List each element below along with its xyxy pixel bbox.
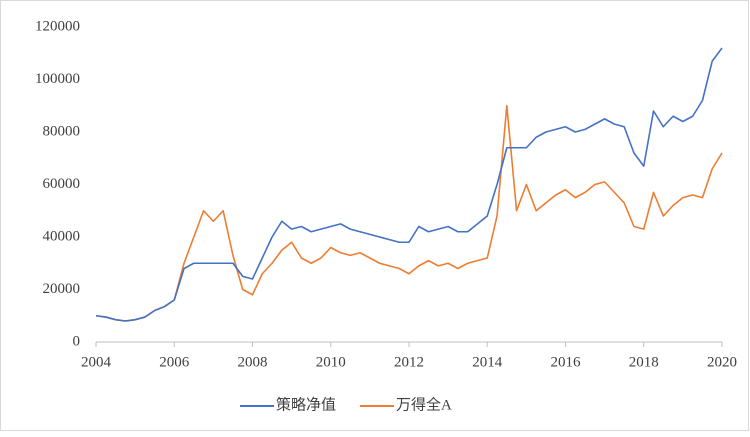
series-line bbox=[95, 104, 723, 322]
x-tick-label: 2012 bbox=[394, 354, 424, 370]
x-tick-label: 2010 bbox=[316, 354, 346, 370]
y-tick-label: 0 bbox=[73, 333, 81, 349]
x-tick-label: 2004 bbox=[81, 354, 112, 370]
x-tick-label: 2014 bbox=[472, 354, 503, 370]
y-tick-label: 20000 bbox=[43, 281, 81, 297]
y-tick-label: 40000 bbox=[43, 228, 81, 244]
series-line bbox=[95, 47, 723, 322]
x-tick-label: 2016 bbox=[551, 354, 582, 370]
y-tick-label: 60000 bbox=[43, 176, 81, 192]
legend-label: 策略净值 bbox=[276, 396, 336, 413]
x-tick-label: 2008 bbox=[238, 354, 268, 370]
y-tick-label: 120000 bbox=[35, 18, 80, 34]
x-tick-label: 2018 bbox=[629, 354, 659, 370]
y-tick-label: 80000 bbox=[43, 123, 81, 139]
x-tick-label: 2020 bbox=[707, 354, 737, 370]
x-tick-label: 2006 bbox=[159, 354, 190, 370]
legend-label: 万得全A bbox=[396, 395, 452, 413]
y-tick-label: 100000 bbox=[35, 71, 80, 87]
